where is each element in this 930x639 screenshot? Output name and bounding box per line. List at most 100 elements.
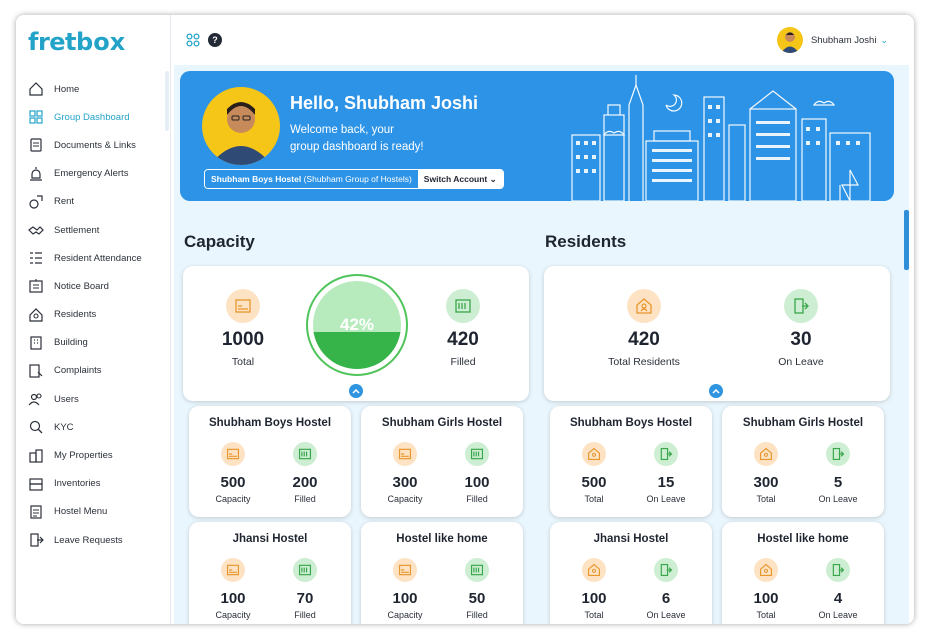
home-icon	[28, 81, 44, 97]
sidebar-scrollbar[interactable]	[165, 71, 169, 131]
attendance-icon	[28, 250, 44, 266]
bed-icon	[393, 558, 417, 582]
rent-icon	[28, 194, 44, 210]
filled-bed-icon	[293, 442, 317, 466]
sidebar-item-users[interactable]: Users	[16, 385, 171, 413]
user-menu[interactable]: Shubham Joshi ⌄	[776, 27, 888, 53]
avatar	[776, 27, 803, 53]
welcome-line-2: group dashboard is ready!	[290, 141, 424, 153]
top-bar: ? Shubham Joshi ⌄	[171, 15, 914, 65]
sidebar-item-home[interactable]: Home	[16, 75, 171, 103]
sidebar-item-label: Documents & Links	[54, 139, 136, 151]
exit-door-icon	[826, 442, 850, 466]
sidebar-item-my-properties[interactable]: My Properties	[16, 441, 171, 469]
hostel-card-stat-a: 500 Total	[564, 442, 624, 504]
leave-icon	[28, 532, 44, 548]
residents-title: Residents	[545, 232, 627, 251]
sidebar-item-rent[interactable]: Rent	[16, 188, 171, 216]
building-icon	[28, 335, 44, 351]
expand-residents-button[interactable]	[709, 384, 723, 398]
hostel-card-stat-a: 500 Capacity	[203, 442, 263, 504]
residents-hostel-card[interactable]: Shubham Girls Hostel 300 Total 5 On Leave	[722, 406, 884, 517]
hostel-stat-a-label: Total	[756, 494, 776, 504]
switch-account-label: Switch Account	[423, 174, 488, 184]
hostel-card-stat-a: 100 Total	[736, 558, 796, 620]
expand-capacity-button[interactable]	[349, 384, 363, 398]
sidebar-item-group-dashboard[interactable]: Group Dashboard	[16, 103, 171, 131]
residents-summary-card: 420 Total Residents 30 On Leave	[544, 266, 890, 401]
sidebar-item-kyc[interactable]: KYC	[16, 413, 171, 441]
hostel-stat-b-value: 100	[464, 474, 490, 491]
capacity-filled-stat: 420 Filled	[433, 289, 493, 368]
kyc-icon	[28, 419, 44, 435]
hostel-stat-a-label: Capacity	[215, 494, 251, 504]
filled-bed-icon	[465, 442, 489, 466]
sidebar-item-settlement[interactable]: Settlement	[16, 216, 171, 244]
residents-hostel-card[interactable]: Jhansi Hostel 100 Total 6 On Leave	[550, 522, 712, 624]
capacity-gauge-fill	[313, 332, 401, 369]
hostel-stat-b-value: 50	[468, 590, 486, 607]
sidebar-item-label: Building	[54, 337, 88, 349]
house-person-icon	[582, 442, 606, 466]
sidebar-item-notice-board[interactable]: Notice Board	[16, 272, 171, 300]
chevron-up-icon	[712, 388, 720, 394]
hostel-card-stat-b: 15 On Leave	[636, 442, 696, 504]
hostel-stat-a-label: Capacity	[387, 610, 423, 620]
apps-grid-icon[interactable]	[186, 33, 200, 52]
hostel-stat-b-value: 70	[296, 590, 314, 607]
filled-bed-icon	[465, 558, 489, 582]
capacity-hostel-card[interactable]: Hostel like home 100 Capacity 50 Filled	[361, 522, 523, 624]
capacity-hostel-card[interactable]: Jhansi Hostel 100 Capacity 70 Filled	[189, 522, 351, 624]
capacity-gauge-track: 42%	[313, 281, 401, 369]
filled-bed-icon	[293, 558, 317, 582]
switch-account-button[interactable]: Switch Account ⌄	[417, 170, 503, 188]
sidebar-item-leave-requests[interactable]: Leave Requests	[16, 526, 171, 554]
sidebar-item-label: Leave Requests	[54, 534, 123, 546]
bed-icon	[226, 289, 260, 323]
help-icon[interactable]: ?	[208, 33, 222, 47]
capacity-total-stat: 1000 Total	[213, 289, 273, 368]
hostel-stat-b-label: Filled	[294, 610, 316, 620]
sidebar-item-inventories[interactable]: Inventories	[16, 470, 171, 498]
residents-leave-value: 30	[790, 329, 812, 350]
properties-icon	[28, 448, 44, 464]
hostel-name: Shubham Boys Hostel	[211, 174, 302, 184]
hostel-card-stat-b: 6 On Leave	[636, 558, 696, 620]
welcome-banner: Hello, Shubham Joshi Welcome back, your …	[180, 71, 894, 201]
sidebar-item-residents[interactable]: Residents	[16, 301, 171, 329]
hostel-card-stat-a: 100 Capacity	[203, 558, 263, 620]
sidebar-item-documents-links[interactable]: Documents & Links	[16, 131, 171, 159]
capacity-hostel-card[interactable]: Shubham Girls Hostel 300 Capacity 100 Filled	[361, 406, 523, 517]
residents-hostel-card[interactable]: Hostel like home 100 Total 4 On Leave	[722, 522, 884, 624]
hostel-card-stat-a: 300 Capacity	[375, 442, 435, 504]
sidebar-item-emergency-alerts[interactable]: Emergency Alerts	[16, 160, 171, 188]
sidebar-item-hostel-menu[interactable]: Hostel Menu	[16, 498, 171, 526]
complaint-icon	[28, 363, 44, 379]
residents-hostel-card[interactable]: Shubham Boys Hostel 500 Total 15 On Leave	[550, 406, 712, 517]
sidebar-item-label: Resident Attendance	[54, 252, 142, 264]
hostel-stat-b-value: 15	[657, 474, 675, 491]
hostel-card-title: Shubham Boys Hostel	[569, 417, 693, 429]
sidebar-item-label: Users	[54, 393, 79, 405]
inventory-icon	[28, 476, 44, 492]
hostel-card-title: Jhansi Hostel	[232, 533, 308, 545]
content-scrollbar[interactable]	[904, 210, 909, 270]
hostel-stat-a-value: 500	[581, 474, 607, 491]
residents-total-stat: 420 Total Residents	[584, 289, 704, 368]
brand-logo[interactable]: fret box	[28, 27, 125, 57]
hostel-card-stat-b: 50 Filled	[447, 558, 507, 620]
capacity-hostel-card[interactable]: Shubham Boys Hostel 500 Capacity 200 Filled	[189, 406, 351, 517]
capacity-filled-label: Filled	[450, 356, 476, 368]
app-window: fret box Home Group Dashboard Documents & L…	[16, 15, 914, 624]
sidebar-item-label: Group Dashboard	[54, 111, 130, 123]
sidebar-item-resident-attendance[interactable]: Resident Attendance	[16, 244, 171, 272]
house-person-icon	[754, 558, 778, 582]
main-content: Hello, Shubham Joshi Welcome back, your …	[174, 65, 909, 624]
sidebar-item-building[interactable]: Building	[16, 329, 171, 357]
hostel-stat-b-label: Filled	[466, 494, 488, 504]
handshake-icon	[28, 222, 44, 238]
sidebar-item-complaints[interactable]: Complaints	[16, 357, 171, 385]
brand-logo-part1: fret	[28, 28, 77, 56]
welcome-text: Welcome back, your group dashboard is re…	[290, 122, 490, 156]
hostel-stat-b-value: 200	[292, 474, 318, 491]
